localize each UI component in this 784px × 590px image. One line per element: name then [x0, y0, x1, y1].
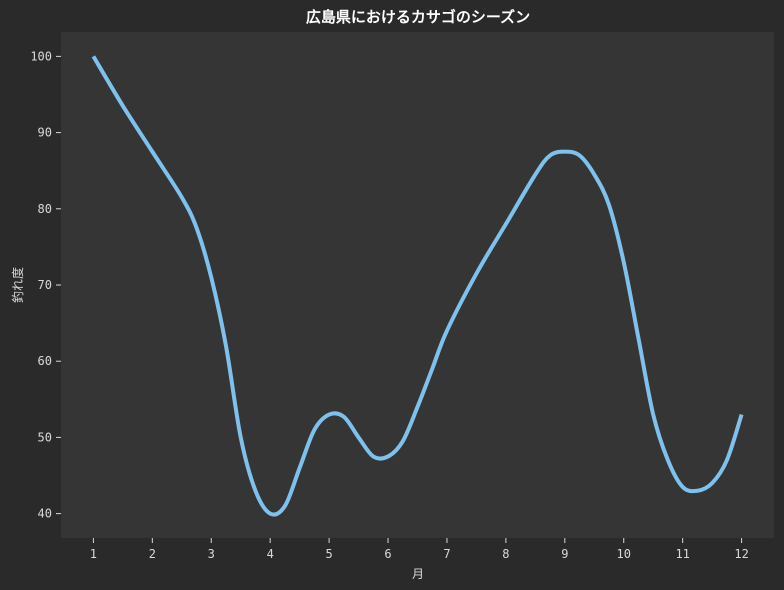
x-tick-label: 9 [561, 547, 568, 561]
x-tick-label: 4 [267, 547, 274, 561]
y-tick-label: 50 [38, 430, 52, 444]
y-axis-label: 釣れ度 [10, 267, 25, 303]
y-axis: 40 50 60 70 80 90 100 [30, 49, 61, 521]
x-tick-label: 7 [443, 547, 450, 561]
y-tick-label: 100 [30, 49, 52, 63]
x-tick-label: 10 [617, 547, 631, 561]
x-tick-label: 8 [502, 547, 509, 561]
series-layer [91, 55, 744, 517]
chart-title: 広島県におけるカサゴのシーズン [306, 8, 530, 26]
x-tick-label: 2 [149, 547, 156, 561]
x-tick-label: 12 [734, 547, 748, 561]
y-tick-label: 90 [38, 126, 52, 140]
y-tick-label: 80 [38, 202, 52, 216]
x-tick-label: 6 [384, 547, 391, 561]
y-tick-label: 70 [38, 278, 52, 292]
x-axis: 1 2 3 4 5 6 7 8 9 10 11 12 [90, 538, 749, 561]
x-tick-label: 1 [90, 547, 97, 561]
x-axis-label: 月 [412, 567, 424, 581]
y-tick-label: 60 [38, 354, 52, 368]
x-tick-label: 3 [208, 547, 215, 561]
x-tick-label: 5 [325, 547, 332, 561]
y-tick-label: 40 [38, 507, 52, 521]
series-line [91, 55, 744, 517]
x-tick-label: 11 [675, 547, 689, 561]
plot-area [61, 32, 774, 538]
